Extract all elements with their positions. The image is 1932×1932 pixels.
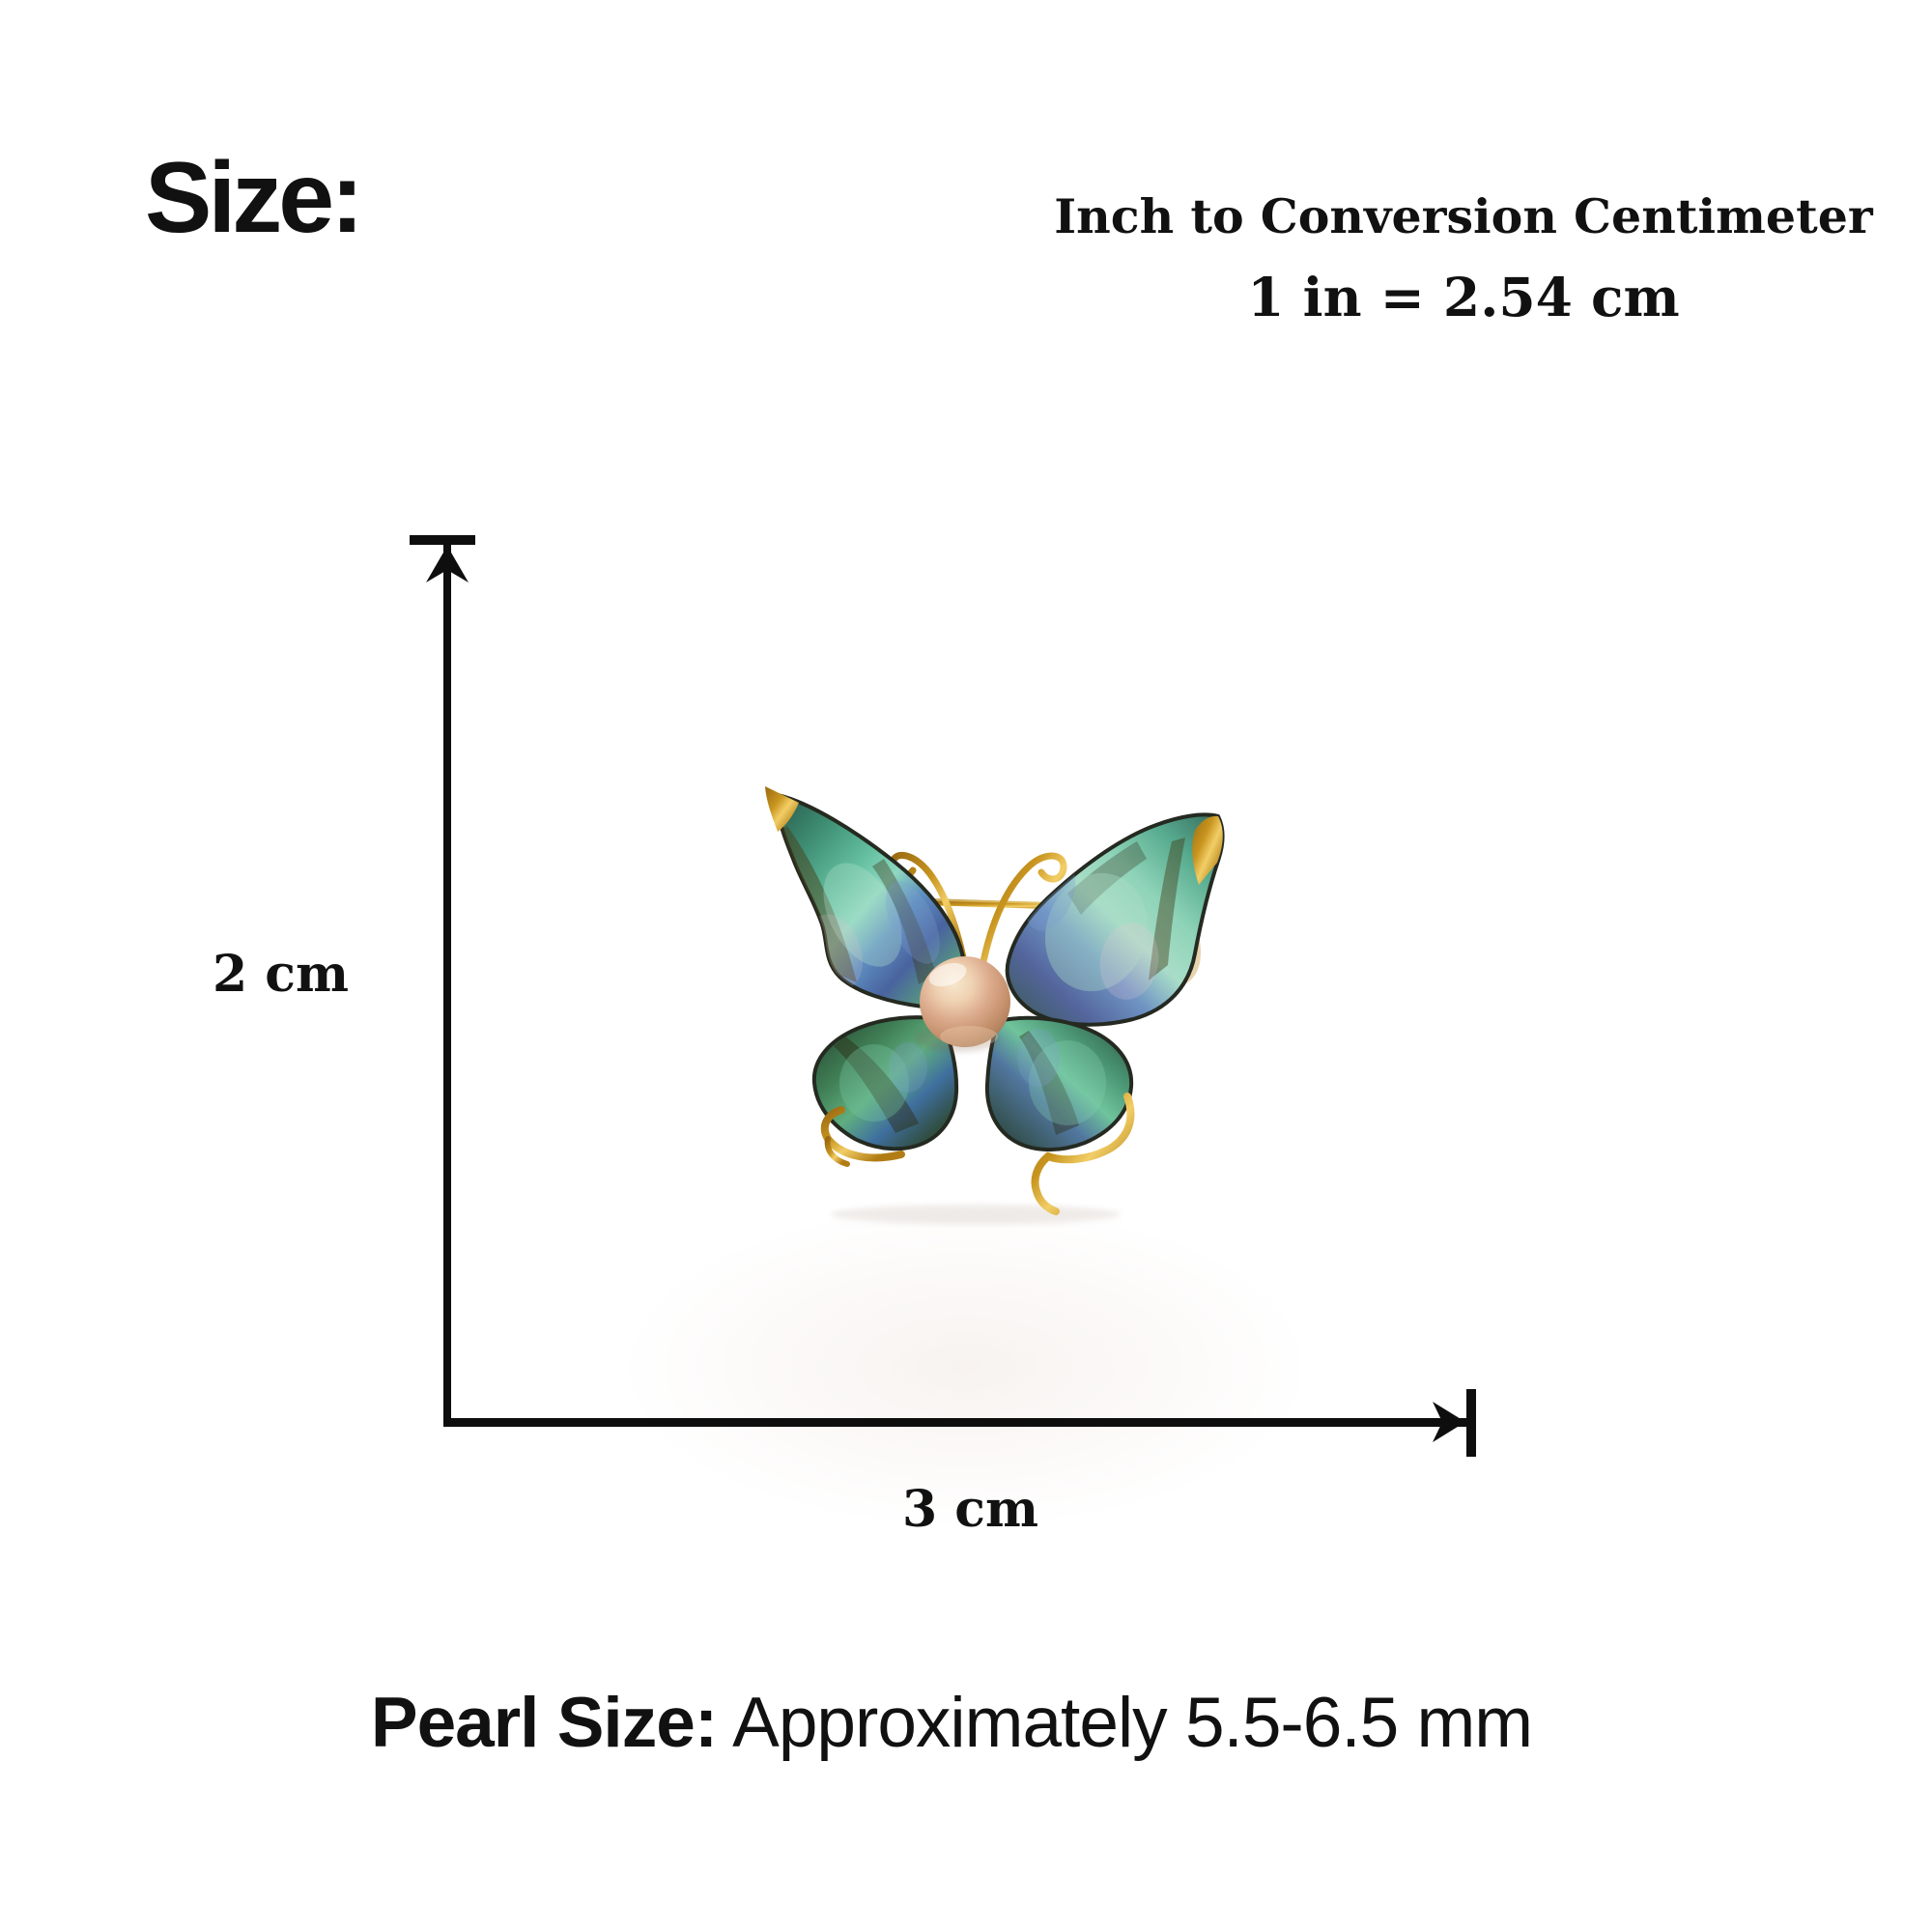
height-dimension-line <box>410 535 475 1427</box>
conversion-title: Inch to Conversion Centimeter <box>1054 188 1873 244</box>
wing-upper-left <box>765 786 967 1009</box>
pearl-size-label: Pearl Size: <box>370 1684 718 1762</box>
gold-wing-tip-left <box>765 786 799 832</box>
gold-tail-left <box>820 1106 905 1167</box>
gold-tail-right <box>1031 1093 1135 1215</box>
pearl-size-value: Approximately 5.5-6.5 mm <box>732 1684 1533 1762</box>
height-value-label: 2 cm <box>213 945 349 1004</box>
unit-conversion-note: Inch to Conversion Centimeter 1 in = 2.5… <box>1054 189 1872 327</box>
gold-wing-tip-right <box>1192 815 1223 885</box>
butterfly-brooch-image <box>749 786 1251 1550</box>
wing-lower-left <box>811 1015 959 1167</box>
pearl-size-note: Pearl Size: Approximately 5.5-6.5 mm <box>370 1683 1533 1764</box>
page-title: Size: <box>145 142 364 254</box>
brooch-group <box>765 786 1225 1224</box>
pearl <box>915 956 1010 1052</box>
width-value-label: 3 cm <box>902 1480 1038 1539</box>
wing-upper-right <box>1005 812 1225 1027</box>
wing-lower-right <box>984 1015 1135 1215</box>
conversion-formula: 1 in = 2.54 cm <box>1247 266 1680 329</box>
